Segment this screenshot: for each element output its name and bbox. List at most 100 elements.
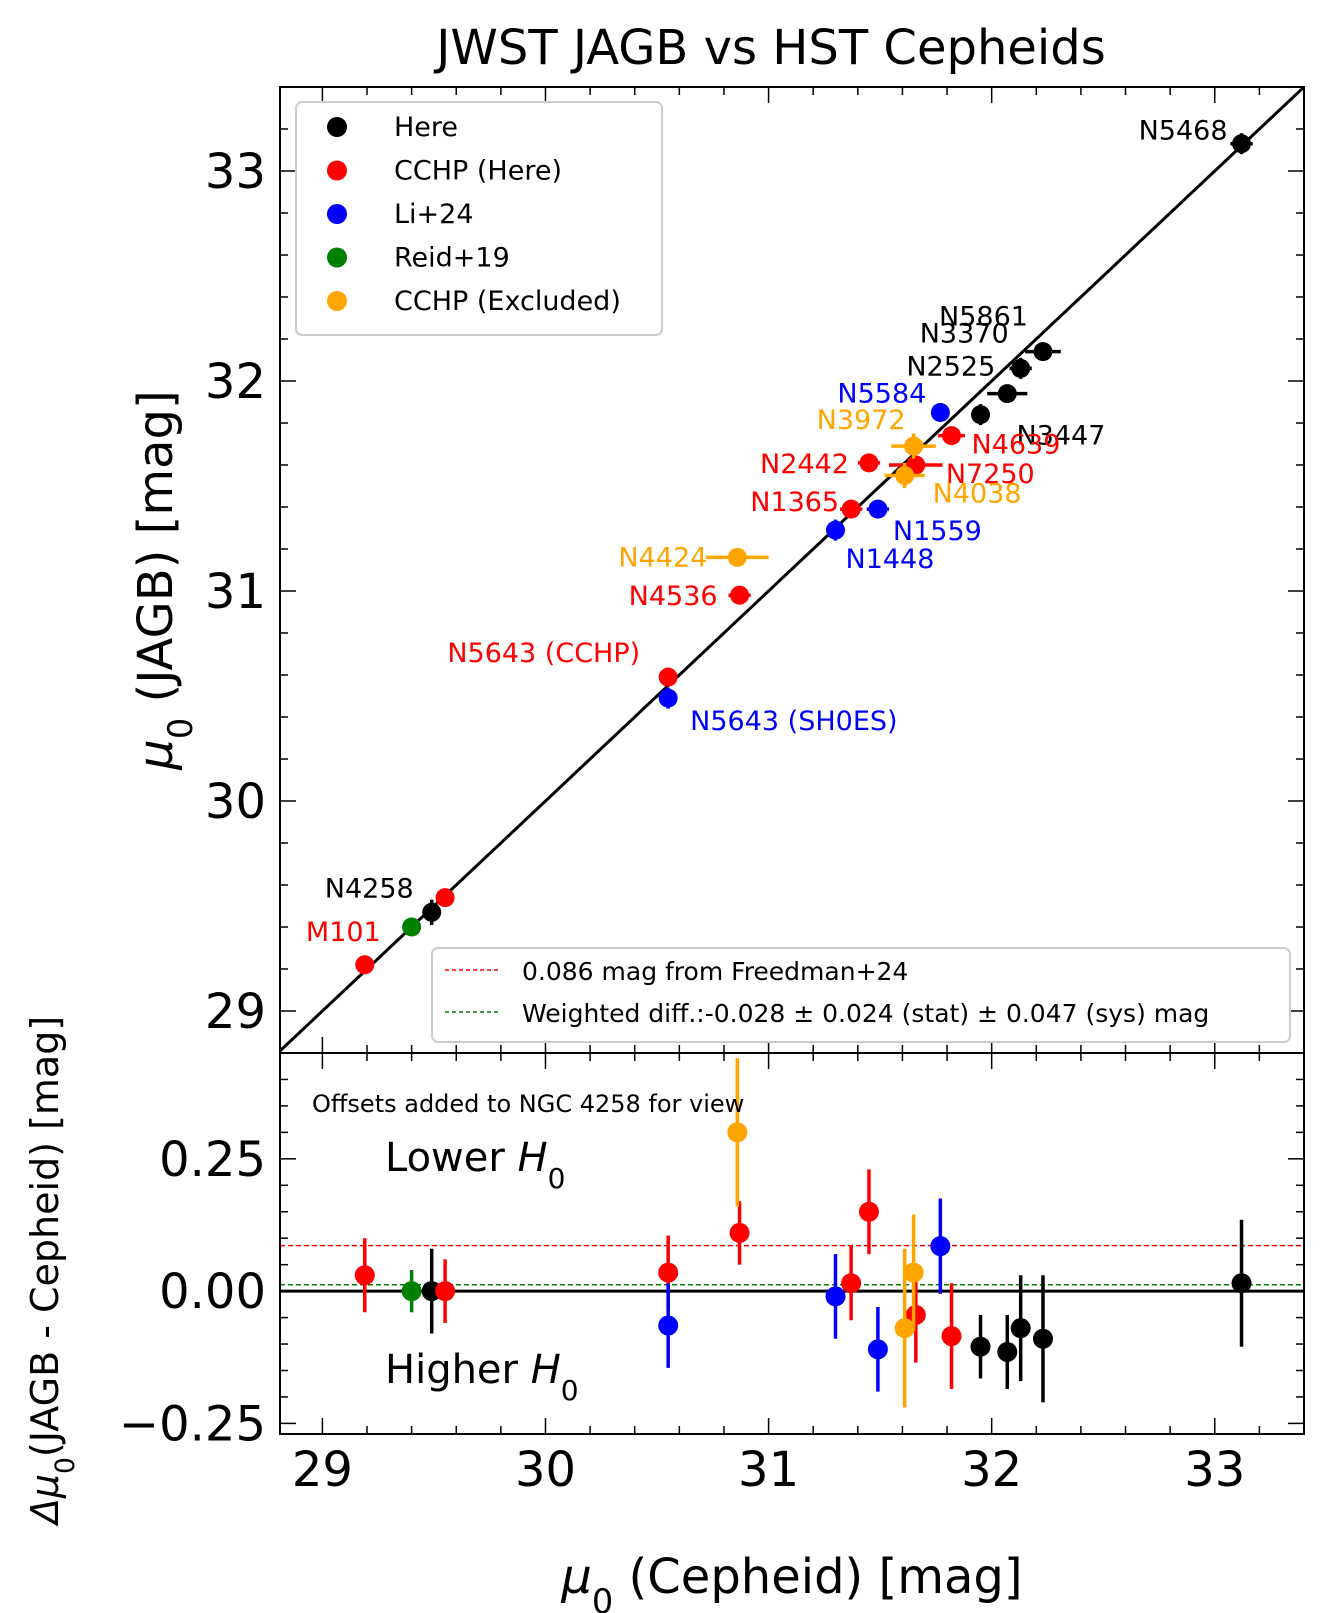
point-3-0 — [402, 917, 422, 937]
residual-point-1-7 — [941, 1326, 962, 1347]
point-label: N3972 — [817, 405, 906, 436]
point-label: N1448 — [846, 544, 935, 575]
point-1-5 — [658, 667, 678, 687]
x-tick-label: 32 — [961, 1442, 1022, 1498]
residual-plot-marks — [354, 1058, 1252, 1408]
point-label: N4424 — [618, 542, 707, 573]
point-label: N1559 — [893, 516, 982, 547]
residual-point-4-1 — [894, 1318, 915, 1339]
weighted-diff-legend-label: Weighted diff.:-0.028 ± 0.024 (stat) ± 0… — [522, 999, 1209, 1028]
point-0-5 — [422, 902, 442, 922]
residual-point-1-0 — [354, 1265, 375, 1286]
point-1-6 — [355, 955, 375, 975]
point-label: N5861 — [939, 302, 1028, 333]
point-0-2 — [1011, 358, 1031, 378]
residual-point-1-2 — [658, 1262, 679, 1283]
legend-label: CCHP (Excluded) — [394, 286, 621, 317]
point-0-4 — [971, 405, 991, 425]
y-tick-label: 33 — [205, 144, 266, 200]
residual-point-1-4 — [841, 1273, 862, 1294]
bottom-panel-ticks: −0.25 0.00 0.25 29 30 31 32 33 — [119, 1052, 1305, 1498]
y-tick-label: 0.00 — [159, 1264, 266, 1320]
point-2-0 — [930, 403, 950, 422]
legend-box — [295, 101, 663, 336]
point-label: M101 — [306, 917, 381, 948]
residual-point-4-0 — [727, 1122, 748, 1143]
residual-point-2-2 — [867, 1339, 888, 1360]
freedman-legend-label: 0.086 mag from Freedman+24 — [522, 957, 908, 986]
point-1-1 — [859, 453, 879, 473]
residual-point-1-6 — [905, 1304, 926, 1325]
residual-point-1-3 — [729, 1222, 750, 1243]
legend-marker — [327, 117, 347, 137]
y-tick-label: 32 — [205, 354, 266, 410]
legend-label: Here — [394, 112, 458, 143]
point-label: N4639 — [972, 430, 1061, 461]
residual-panel: −0.25 0.00 0.25 29 30 31 32 33 Offsets added to… — [119, 1052, 1305, 1498]
point-2-3 — [658, 688, 678, 708]
point-4-1 — [895, 466, 915, 485]
point-label: N5468 — [1139, 116, 1228, 147]
main-plot-marks — [280, 87, 1304, 1052]
legend-label: Li+24 — [394, 199, 474, 230]
residual-point-0-5 — [1231, 1273, 1252, 1294]
x-tick-label: 33 — [1184, 1442, 1245, 1498]
point-label: N1365 — [750, 487, 839, 518]
point-label: N2525 — [906, 352, 995, 383]
residual-point-3-0 — [401, 1281, 422, 1302]
y-tick-label: 0.25 — [159, 1132, 266, 1188]
higher-h0-text: Higher — [385, 1347, 531, 1393]
residual-point-0-3 — [1010, 1318, 1031, 1339]
point-label: N5643 (SH0ES) — [690, 706, 897, 737]
residual-point-2-3 — [930, 1236, 951, 1257]
reference-legend-box — [431, 947, 1291, 1043]
point-1-3 — [841, 499, 861, 519]
point-1-0 — [942, 426, 962, 446]
point-label: N3447 — [1017, 421, 1106, 452]
residual-point-0-1 — [970, 1336, 991, 1357]
y-axis-label-top: μ0 (JAGB) [mag] — [128, 390, 200, 770]
point-2-2 — [826, 520, 846, 540]
point-label: N4038 — [933, 479, 1022, 510]
x-tick-label: 29 — [292, 1442, 353, 1498]
point-label: N4536 — [629, 581, 718, 612]
legend-marker — [327, 291, 347, 311]
residual-point-1-1 — [435, 1281, 456, 1302]
offsets-note: Offsets added to NGC 4258 for view — [312, 1090, 744, 1118]
higher-h0-label: Higher H0 — [385, 1347, 579, 1407]
point-label: N5643 (CCHP) — [447, 638, 640, 669]
residual-point-2-1 — [825, 1286, 846, 1307]
y-tick-label: −0.25 — [119, 1396, 266, 1452]
x-tick-label: 31 — [738, 1442, 799, 1498]
residual-point-2-0 — [658, 1315, 679, 1336]
point-2-1 — [868, 499, 888, 519]
y-tick-label: 30 — [205, 774, 266, 830]
top-panel-ticks: 29 30 31 32 33 — [205, 86, 1305, 1054]
x-axis-label: μ0 (Cepheid) [mag] — [560, 1549, 1022, 1613]
legend-marker — [327, 160, 347, 181]
legend: Here CCHP (Here) Li+24 Reid+19 CCHP (Exclude… — [295, 101, 663, 336]
residual-point-1-5 — [858, 1201, 879, 1222]
point-0-0 — [1232, 134, 1252, 154]
y-tick-label: 31 — [205, 564, 266, 620]
point-1-4 — [730, 585, 750, 605]
point-label: N7250 — [946, 459, 1035, 490]
chart-title: JWST JAGB vs HST Cepheids — [433, 20, 1105, 76]
point-0-1 — [1033, 342, 1053, 362]
lower-h0-label: Lower H0 — [385, 1135, 565, 1195]
point-label: N4258 — [325, 873, 414, 904]
point-label: N5584 — [837, 379, 926, 410]
point-4-2 — [727, 547, 747, 567]
reference-line-legend: 0.086 mag from Freedman+24 Weighted diff… — [431, 947, 1291, 1043]
residual-point-4-2 — [903, 1262, 924, 1283]
bottom-panel-frame — [279, 1052, 1305, 1435]
point-4-0 — [904, 436, 924, 456]
point-label: N3370 — [920, 318, 1009, 349]
y-axis-label-bottom: Δμ0(JAGB - Cepheid) [mag] — [23, 1016, 81, 1527]
point-label: N2442 — [760, 449, 849, 480]
legend-marker — [327, 247, 347, 268]
lower-h0-text: Lower — [385, 1135, 518, 1181]
